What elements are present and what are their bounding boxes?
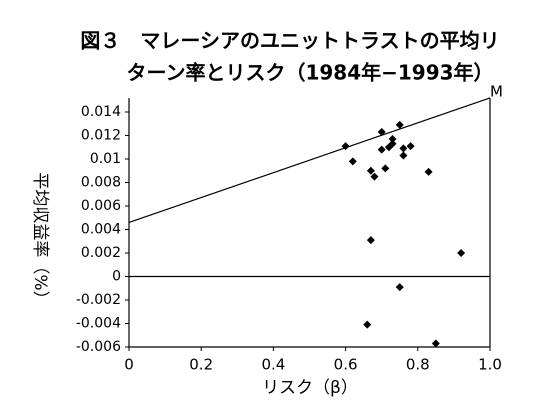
point xyxy=(366,236,375,245)
y-tick-label: 0.012 xyxy=(81,128,121,144)
point xyxy=(366,166,375,175)
point xyxy=(377,145,386,154)
x-axis-label: リスク（β） xyxy=(262,378,358,398)
x-tick-label: 0 xyxy=(124,356,134,374)
y-tick-label: -0.002 xyxy=(76,292,121,308)
point xyxy=(388,135,397,144)
y-tick-label: 0.002 xyxy=(81,245,121,261)
x-tick-label: 0.6 xyxy=(334,356,358,374)
y-tick-label: 0.008 xyxy=(81,175,121,191)
point xyxy=(395,283,404,292)
point xyxy=(395,120,404,129)
point xyxy=(399,144,408,153)
y-tick-label: 0 xyxy=(112,269,121,285)
y-tick-label: 0.014 xyxy=(81,104,121,120)
x-tick-label: 0.8 xyxy=(406,356,430,374)
y-tick-label: 0.01 xyxy=(90,151,121,167)
y-tick-label: -0.004 xyxy=(76,316,121,332)
y-tick-label: -0.006 xyxy=(76,339,121,355)
x-tick-label: 0.4 xyxy=(261,356,285,374)
x-tick-label: 0.2 xyxy=(189,356,213,374)
y-tick-label: 0.004 xyxy=(81,222,121,238)
market-line xyxy=(128,97,491,224)
point xyxy=(381,164,390,173)
point xyxy=(388,139,397,148)
y-axis-label: 平均収益率（%） xyxy=(30,172,50,307)
chart-title: ターン率とリスク（1984年−1993年） xyxy=(126,61,493,85)
point xyxy=(370,172,379,181)
point xyxy=(406,142,415,151)
point xyxy=(431,339,440,348)
point xyxy=(424,167,433,176)
point xyxy=(399,151,408,160)
x-tick-label: 1.0 xyxy=(478,356,502,374)
point xyxy=(363,320,372,329)
chart-title: 図３ マレーシアのユニットトラストの平均リ xyxy=(80,29,499,53)
y-tick-label: 0.006 xyxy=(81,198,121,214)
point xyxy=(348,157,357,166)
line-label: M xyxy=(490,82,503,100)
point xyxy=(457,249,466,257)
